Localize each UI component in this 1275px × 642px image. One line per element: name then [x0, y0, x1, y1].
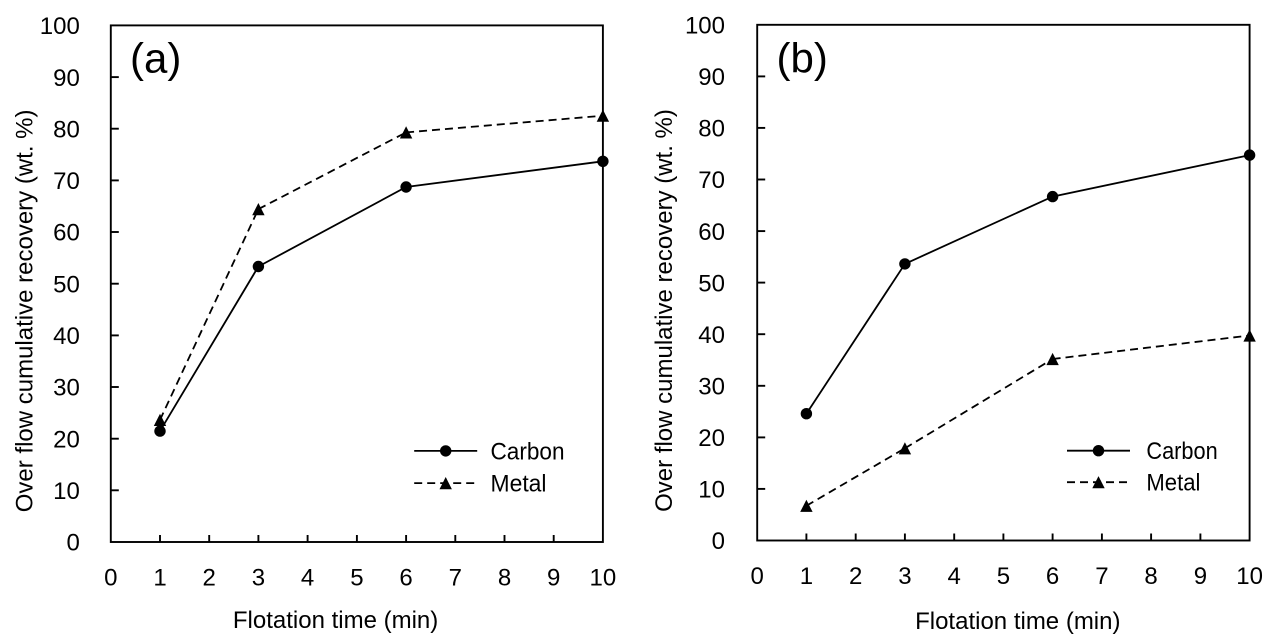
svg-text:4: 4 — [301, 565, 314, 592]
svg-text:1: 1 — [800, 563, 813, 590]
svg-text:Flotation time (min): Flotation time (min) — [915, 608, 1120, 635]
svg-text:60: 60 — [698, 219, 725, 246]
svg-text:3: 3 — [252, 565, 265, 592]
svg-text:40: 40 — [698, 322, 725, 349]
svg-text:10: 10 — [698, 477, 725, 504]
svg-text:80: 80 — [53, 116, 80, 143]
svg-text:90: 90 — [698, 64, 725, 91]
svg-text:20: 20 — [698, 425, 725, 452]
svg-text:50: 50 — [53, 271, 80, 298]
svg-text:100: 100 — [40, 13, 80, 40]
svg-text:100: 100 — [685, 13, 725, 40]
svg-text:10: 10 — [53, 478, 80, 505]
svg-text:(a): (a) — [130, 34, 181, 81]
svg-text:80: 80 — [698, 116, 725, 143]
svg-text:Over flow cumulative recovery: Over flow cumulative recovery (wt. %) — [11, 110, 38, 513]
svg-text:Carbon: Carbon — [491, 438, 565, 465]
svg-text:4: 4 — [948, 563, 961, 590]
svg-text:Over flow cumulative recovery: Over flow cumulative recovery (wt. %) — [651, 109, 678, 512]
svg-text:40: 40 — [53, 323, 80, 350]
svg-text:6: 6 — [1046, 563, 1059, 590]
svg-text:Flotation time (min): Flotation time (min) — [233, 607, 438, 634]
svg-text:60: 60 — [53, 220, 80, 247]
svg-text:9: 9 — [547, 565, 560, 592]
svg-text:Metal: Metal — [1146, 470, 1200, 497]
svg-text:0: 0 — [751, 563, 764, 590]
svg-text:10: 10 — [590, 565, 617, 592]
svg-text:Carbon: Carbon — [1146, 438, 1217, 465]
svg-text:0: 0 — [66, 530, 79, 557]
svg-text:Metal: Metal — [491, 471, 547, 498]
svg-text:2: 2 — [203, 565, 216, 592]
svg-text:2: 2 — [849, 563, 862, 590]
svg-text:0: 0 — [104, 565, 117, 592]
svg-text:6: 6 — [399, 565, 412, 592]
svg-text:(b): (b) — [777, 34, 828, 81]
svg-text:9: 9 — [1194, 563, 1207, 590]
svg-text:90: 90 — [53, 65, 80, 92]
svg-text:30: 30 — [698, 374, 725, 401]
svg-text:8: 8 — [1144, 563, 1157, 590]
svg-text:1: 1 — [153, 565, 166, 592]
svg-text:5: 5 — [350, 565, 363, 592]
svg-text:70: 70 — [53, 168, 80, 195]
svg-text:70: 70 — [698, 167, 725, 194]
svg-text:0: 0 — [712, 528, 725, 555]
svg-text:5: 5 — [997, 563, 1010, 590]
svg-text:7: 7 — [449, 565, 462, 592]
svg-text:7: 7 — [1095, 563, 1108, 590]
svg-text:20: 20 — [53, 426, 80, 453]
svg-text:8: 8 — [498, 565, 511, 592]
svg-text:3: 3 — [898, 563, 911, 590]
svg-text:10: 10 — [1236, 563, 1263, 590]
svg-text:30: 30 — [53, 375, 80, 402]
svg-text:50: 50 — [698, 270, 725, 297]
